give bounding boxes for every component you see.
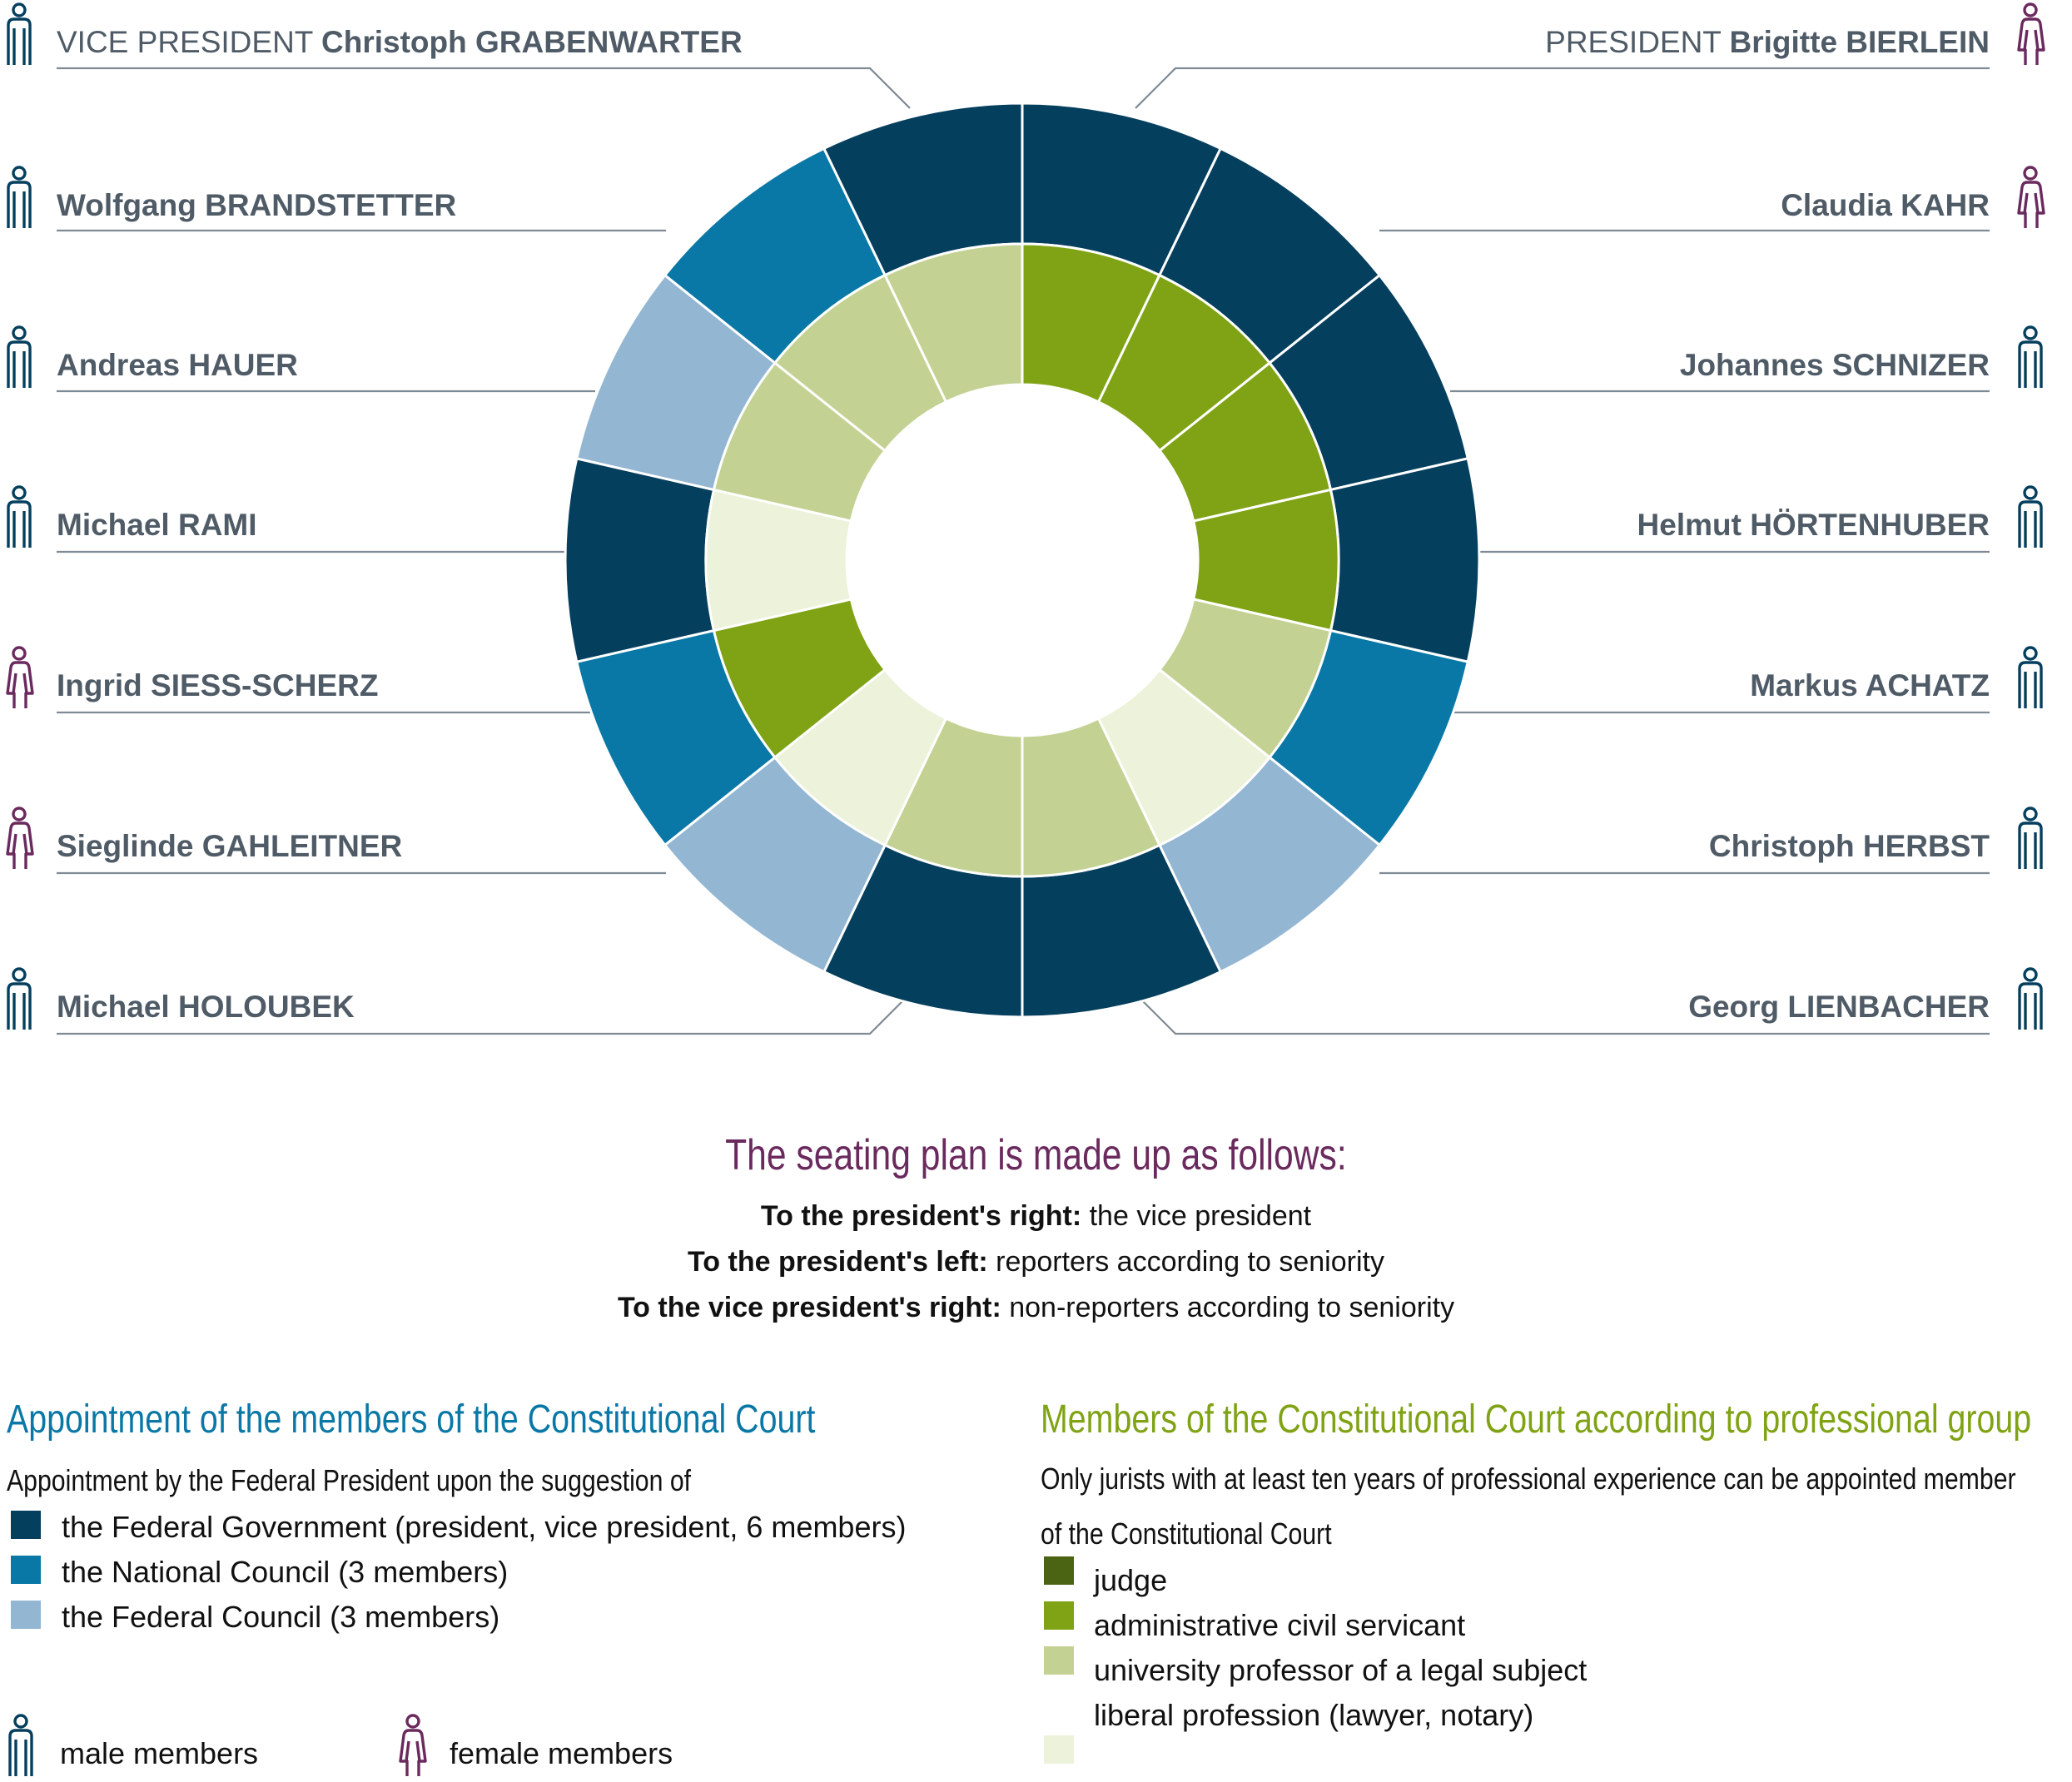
member-name: Johannes SCHNIZER (1679, 348, 1990, 382)
member-label: Christoph HERBST (1709, 831, 1990, 861)
appointment-ring (564, 102, 1481, 1019)
leader-line-7 (57, 993, 911, 1035)
member-label: Ingrid SIESS-SCHERZ (57, 670, 378, 701)
member-label: Andreas HAUER (57, 350, 298, 380)
leader-lines (57, 67, 1990, 1035)
outer-seat-segment-11 (564, 457, 716, 663)
legend-label-administrative: administrative civil servicant (1094, 1608, 1466, 1642)
male-icon (2018, 807, 2043, 869)
male-icon (2018, 646, 2043, 708)
legend-swatch-government (11, 1511, 41, 1539)
seating-rule-1: To the president's right: the vice presi… (0, 1200, 2072, 1233)
member-name: Helmut HÖRTENHUBER (1637, 508, 1990, 542)
member-title: PRESIDENT (1545, 25, 1730, 59)
member-label: VICE PRESIDENT Christoph GRABENWARTER (57, 27, 743, 57)
legend-label-male: male members (60, 1736, 259, 1770)
member-label: Sieglinde GAHLEITNER (57, 831, 402, 861)
member-name: Christoph GRABENWARTER (321, 25, 743, 59)
male-icon (2018, 485, 2043, 548)
legend-label-government: the Federal Government (president, vice … (62, 1510, 907, 1544)
member-name: Georg LIENBACHER (1688, 990, 1990, 1024)
leader-line-1 (57, 67, 911, 109)
male-icon (7, 2, 32, 65)
member-title: VICE PRESIDENT (57, 25, 322, 59)
member-label: PRESIDENT Brigitte BIERLEIN (1545, 27, 1990, 57)
member-name: Sieglinde GAHLEITNER (57, 829, 403, 863)
profession-ring (704, 242, 1340, 878)
outer-seat-segment-4 (1329, 457, 1481, 663)
groups-subtitle-2: of the Constitutional Court (1041, 1516, 1332, 1551)
appointment-subtitle: Appointment by the Federal President upo… (7, 1463, 692, 1497)
member-name: Wolfgang BRANDSTETTER (57, 188, 457, 222)
member-icons (6, 2, 2045, 1030)
male-icon (8, 1714, 33, 1776)
member-name: Christoph HERBST (1708, 829, 1990, 863)
female-icon (399, 1714, 427, 1776)
seating-rule-2: To the president's left: reporters accor… (0, 1246, 2072, 1278)
member-label: Markus ACHATZ (1750, 670, 1990, 701)
member-name: Andreas HAUER (57, 348, 298, 382)
male-icon (7, 485, 32, 548)
legend-label-national-council: the National Council (3 members) (62, 1555, 509, 1589)
female-icon (2017, 166, 2045, 228)
seating-rule-1-bold: To the president's right: (760, 1200, 1082, 1232)
seating-rule-2-text: reporters according to seniority (987, 1246, 1384, 1278)
seating-rule-1-text: the vice president (1081, 1200, 1312, 1232)
member-label: Wolfgang BRANDSTETTER (57, 190, 456, 221)
legend-swatch-professor (1044, 1646, 1074, 1675)
seating-title: The seating plan is made up as follows: (725, 1131, 1347, 1179)
female-icon (6, 807, 34, 869)
male-icon (7, 166, 32, 228)
male-icon (2018, 967, 2043, 1030)
male-icon (2018, 325, 2043, 388)
member-label: Michael HOLOUBEK (57, 991, 355, 1022)
member-name: Michael RAMI (57, 508, 257, 542)
legend-label-liberal-profession: liberal profession (lawyer, notary) (1094, 1698, 1534, 1732)
legend-label-judge: judge (1094, 1563, 1168, 1597)
groups-title: Members of the Constitutional Court acco… (1041, 1397, 2032, 1442)
legend-swatch-liberal-profession (1044, 1735, 1074, 1764)
member-label: Georg LIENBACHER (1688, 991, 1990, 1022)
inner-seat-segment-14 (883, 242, 1024, 404)
member-name: Markus ACHATZ (1750, 668, 1990, 702)
seating-diagram (6, 2, 2045, 1035)
legend-swatch-federal-council (11, 1601, 41, 1629)
seating-rule-3-bold: To the vice president's right: (617, 1292, 1001, 1323)
legend-swatch-national-council (11, 1556, 41, 1584)
appointment-title: Appointment of the members of the Consti… (7, 1397, 816, 1442)
member-label: Michael RAMI (57, 509, 257, 540)
male-icon (7, 967, 32, 1030)
member-label: Helmut HÖRTENHUBER (1637, 509, 1990, 540)
seating-rule-3-text: non-reporters according to seniority (1001, 1292, 1455, 1323)
female-icon (6, 646, 34, 708)
member-name: Claudia KAHR (1781, 188, 1990, 222)
member-name: Michael HOLOUBEK (57, 990, 355, 1024)
groups-subtitle-1: Only jurists with at least ten years of … (1041, 1462, 2016, 1496)
legend-label-female: female members (450, 1736, 673, 1770)
legend-swatch-administrative (1044, 1601, 1074, 1630)
male-icon (7, 325, 32, 388)
legend-label-professor: university professor of a legal subject (1094, 1653, 1588, 1687)
leader-line-14 (1135, 993, 1990, 1035)
legend-label-federal-council: the Federal Council (3 members) (62, 1600, 500, 1634)
seating-rule-3: To the vice president's right: non-repor… (0, 1292, 2072, 1324)
member-name: Brigitte BIERLEIN (1729, 25, 1990, 59)
member-label: Claudia KAHR (1781, 190, 1990, 221)
legend-swatch-judge (1044, 1556, 1074, 1585)
seating-rule-2-bold: To the president's left: (688, 1246, 988, 1278)
leader-line-8 (1135, 67, 1990, 109)
member-name: Ingrid SIESS-SCHERZ (57, 668, 379, 702)
female-icon (2017, 2, 2045, 65)
member-label: Johannes SCHNIZER (1680, 350, 1990, 380)
